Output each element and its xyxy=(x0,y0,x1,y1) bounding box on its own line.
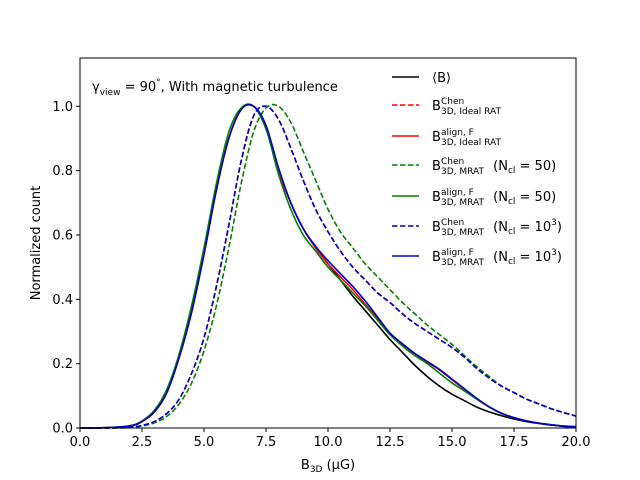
legend-label-4: BChen 3D, MRAT (Ncl = 50) xyxy=(432,157,556,177)
x-axis-label: B3D (μG) xyxy=(301,458,355,475)
y-tick-label: 0.2 xyxy=(52,357,73,372)
series-layer xyxy=(79,103,577,429)
x-tick-label: 15.0 xyxy=(438,435,467,450)
x-tick-label: 2.5 xyxy=(132,435,153,450)
x-tick-label: 20.0 xyxy=(562,435,591,450)
axis-ticks: 0.0 2.5 5.0 7.5 10.0 12.5 15.0 17.5 20.0 0.0 0.2 0.… xyxy=(52,100,590,450)
legend-label-3: Balign, F 3D, Ideal RAT xyxy=(432,128,502,148)
annotation-text: γview = 90°, With magnetic turbulence xyxy=(92,78,338,98)
legend-label-1: ⟨B⟩ xyxy=(432,71,451,86)
plot-frame xyxy=(79,57,577,429)
x-tick-label: 17.5 xyxy=(500,435,529,450)
series-line-6 xyxy=(79,105,577,429)
x-tick-label: 12.5 xyxy=(376,435,405,450)
y-tick-label: 0.4 xyxy=(52,293,73,308)
legend: ⟨B⟩ BChen 3D, Ideal RAT Balign, F 3D, Ideal … xyxy=(392,71,562,268)
y-tick-label: 0.6 xyxy=(52,228,73,243)
y-tick-label: 0.8 xyxy=(52,164,73,179)
legend-label-7: Balign, F 3D, MRAT (Ncl = 103) xyxy=(432,248,562,268)
series-line-7 xyxy=(79,103,577,429)
y-axis-label: Normalized count xyxy=(29,186,44,301)
x-tick-label: 10.0 xyxy=(314,435,343,450)
x-tick-label: 5.0 xyxy=(194,435,215,450)
x-tick-label: 0.0 xyxy=(70,435,91,450)
series-line-5 xyxy=(79,103,577,429)
x-tick-label: 7.5 xyxy=(256,435,277,450)
legend-label-5: Balign, F 3D, MRAT (Ncl = 50) xyxy=(432,188,556,208)
legend-label-6: BChen 3D, MRAT (Ncl = 103) xyxy=(432,218,562,238)
legend-label-2: BChen 3D, Ideal RAT xyxy=(432,97,502,117)
y-tick-label: 1.0 xyxy=(52,100,73,115)
series-line-4 xyxy=(79,103,577,429)
y-tick-label: 0.0 xyxy=(52,422,73,437)
